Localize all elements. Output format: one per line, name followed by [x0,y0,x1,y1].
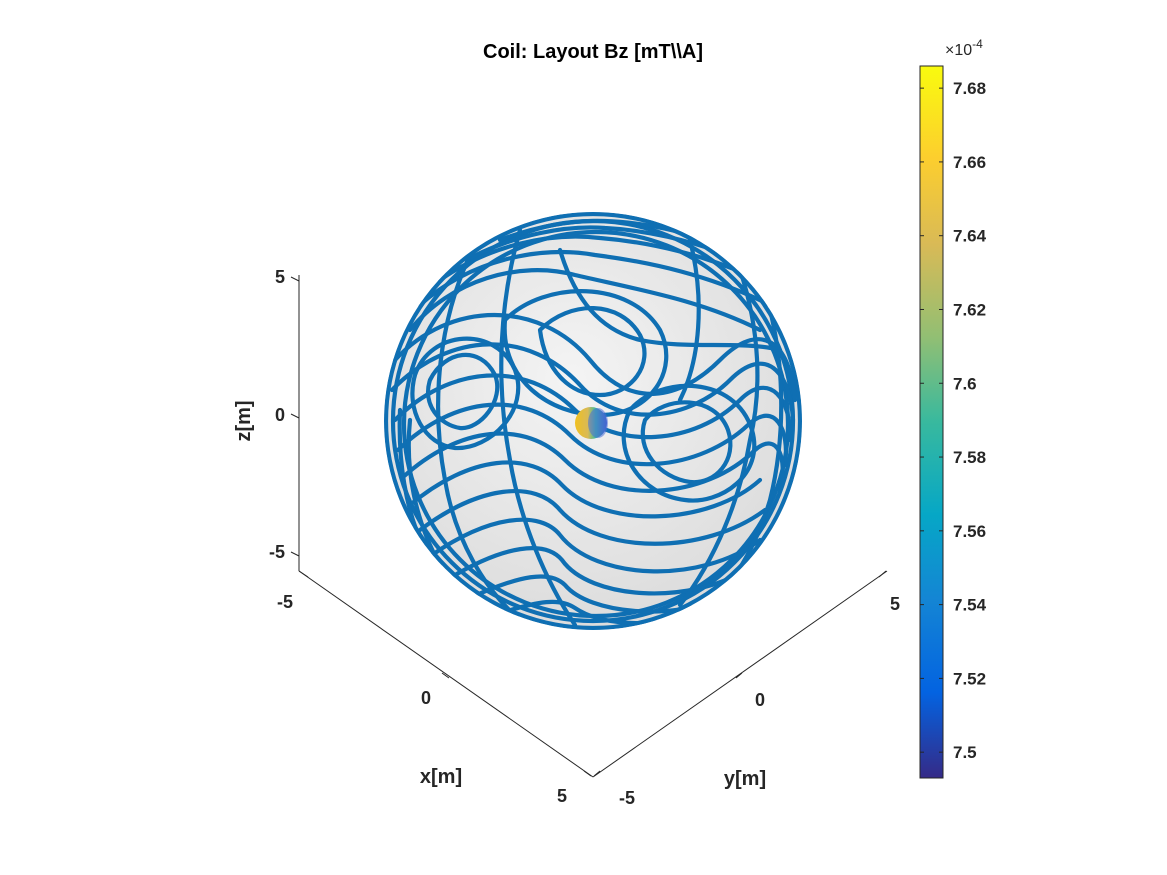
coil-winding [406,417,443,568]
z-tick-mark [290,276,300,282]
colorbar-tick-label: 7.6 [953,374,977,393]
colorbar-tick-label: 7.54 [953,596,987,615]
coil-windings [384,212,802,630]
coil-winding [437,234,758,283]
y-tick-mark [593,770,601,777]
colorbar-tick-label: 7.5 [953,743,977,762]
x-tick-mark [441,672,450,679]
coil-winding [397,407,428,553]
colorbar-exponent-label: ×10-4 [945,37,983,59]
coil-winding [557,247,783,353]
y-tick-label: 0 [755,690,765,710]
coil-winding [399,431,785,493]
coil-winding [677,267,760,608]
x-tick-mark [298,570,309,578]
coil-winding [407,460,763,519]
colorbar-tick-label: 7.66 [953,153,986,172]
x-tick-mark [583,770,592,777]
colorbar-tick-label: 7.62 [953,300,986,319]
coil-winding [502,289,669,418]
z-tick-label: 5 [275,267,285,287]
coil-winding [417,249,773,308]
coil-winding [436,252,523,623]
y-tick-label: 5 [890,594,900,614]
chart-title: Coil: Layout Bz [mT\\A] [483,41,703,63]
coil-winding [429,517,763,574]
coil-winding [677,237,701,403]
colorbar: 7.5 7.52 7.54 7.56 7.58 7.6 7.62 7.64 7.66 7.68 ×… [919,37,987,779]
y-tick-label: -5 [619,788,635,808]
coil-winding [467,574,723,614]
target-sphere [575,407,608,439]
coil-winding [384,212,802,630]
y-tick-mark [878,570,887,578]
x-tick-label: -5 [277,592,293,612]
coil-winding [410,336,521,451]
y-axis-line [592,570,888,778]
axes-frame [290,275,888,778]
y-axis-label: y[m] [724,768,766,790]
coil-winding [640,400,733,485]
coil-winding [392,373,793,443]
colorbar-gradient [919,65,944,779]
coil-winding [497,218,703,243]
coil-winding [392,312,798,403]
x-axis-line [298,570,594,778]
y-tick-mark [735,672,743,679]
x-axis-label: x[m] [420,766,462,788]
coil-winding [389,342,796,423]
z-tick-mark [290,413,300,419]
colorbar-tick-label: 7.58 [953,448,986,467]
x-tick-label: 5 [557,786,567,806]
coil-winding [499,227,578,628]
z-tick-label: 0 [275,405,285,425]
z-tick-mark [290,551,300,557]
z-axis-label: z[m] [233,400,255,441]
colorbar-tick-label: 7.52 [953,669,986,688]
colorbar-tick-label: 7.64 [953,227,987,246]
colorbar-tick-label: 7.68 [953,79,986,98]
z-tick-label: -5 [269,542,285,562]
x-tick-label: 0 [421,688,431,708]
coil-winding [417,489,768,546]
colorbar-tick-label: 7.56 [953,522,986,541]
